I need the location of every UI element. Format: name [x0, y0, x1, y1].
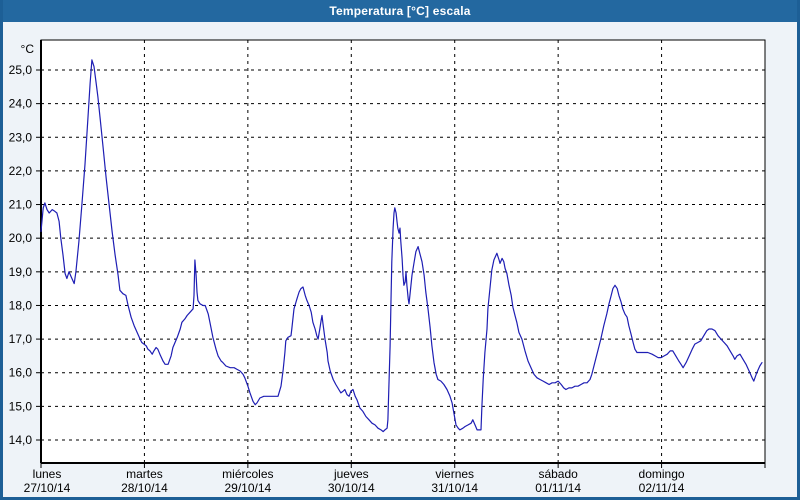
- y-axis-unit-label: °C: [21, 42, 35, 56]
- y-tick-label: 20,0: [9, 231, 33, 245]
- x-day-label: sábado: [538, 467, 578, 481]
- x-day-label: viernes: [435, 467, 474, 481]
- x-day-label: miércoles: [222, 467, 273, 481]
- x-day-label: domingo: [639, 467, 685, 481]
- y-tick-label: 25,0: [9, 63, 33, 77]
- x-date-label: 28/10/14: [121, 481, 168, 495]
- y-tick-label: 22,0: [9, 164, 33, 178]
- y-tick-label: 23,0: [9, 130, 33, 144]
- temperature-line: [40, 59, 763, 433]
- window-title-bar: Temperatura [°C] escala: [3, 0, 797, 22]
- y-tick-label: 14,0: [9, 433, 33, 447]
- y-tick-label: 16,0: [9, 366, 33, 380]
- x-date-label: 27/10/14: [24, 481, 71, 495]
- y-tick-label: 24,0: [9, 97, 33, 111]
- x-day-label: martes: [126, 467, 163, 481]
- plot-background: [41, 40, 765, 463]
- x-date-label: 29/10/14: [224, 481, 271, 495]
- y-tick-label: 21,0: [9, 198, 33, 212]
- y-tick-label: 15,0: [9, 399, 33, 413]
- x-day-label: lunes: [33, 467, 62, 481]
- window-title: Temperatura [°C] escala: [329, 4, 471, 18]
- x-date-label: 01/11/14: [535, 481, 581, 495]
- x-date-label: 02/11/14: [639, 481, 685, 495]
- y-tick-label: 19,0: [9, 265, 33, 279]
- y-tick-label: 17,0: [9, 332, 33, 346]
- y-tick-label: 18,0: [9, 298, 33, 312]
- x-date-label: 31/10/14: [431, 481, 478, 495]
- x-date-label: 30/10/14: [328, 481, 375, 495]
- x-day-label: jueves: [333, 467, 369, 481]
